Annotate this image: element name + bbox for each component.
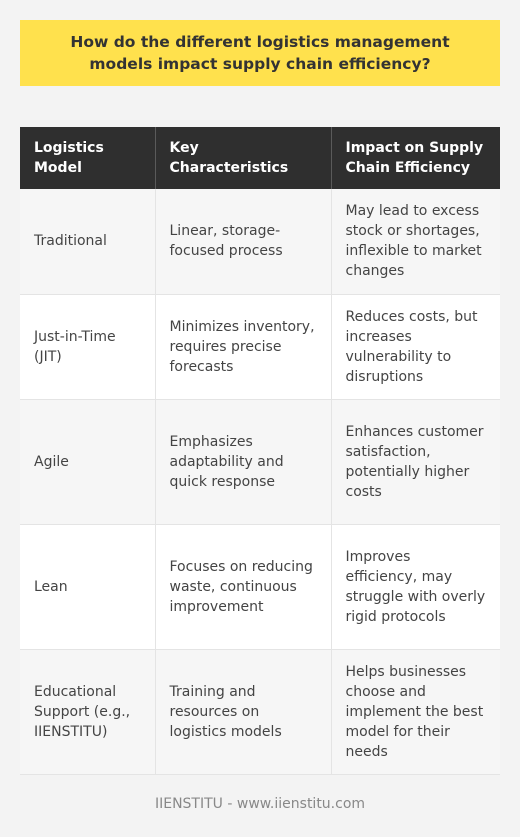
table-row: Agile Emphasizes adaptability and quick … — [20, 399, 500, 525]
header-impact: Impact on Supply Chain Efficiency — [331, 127, 500, 189]
cell-model: Just-in-Time (JIT) — [20, 294, 156, 400]
cell-characteristics: Linear, storage-focused process — [155, 189, 332, 295]
cell-characteristics: Focuses on reducing waste, continuous im… — [155, 524, 332, 650]
cell-model: Educational Support (e.g., IIENSTITU) — [20, 649, 156, 775]
cell-impact: Enhances customer satisfaction, potentia… — [331, 399, 500, 525]
question-banner: How do the different logistics managemen… — [20, 20, 500, 86]
question-text: How do the different logistics managemen… — [70, 33, 450, 73]
header-logistics-model: Logistics Model — [20, 127, 156, 189]
table-row: Traditional Linear, storage-focused proc… — [20, 189, 500, 295]
logistics-models-table: Logistics Model Key Characteristics Impa… — [20, 127, 500, 775]
cell-characteristics: Minimizes inventory, requires precise fo… — [155, 294, 332, 400]
cell-impact: Helps businesses choose and implement th… — [331, 649, 500, 775]
cell-characteristics: Emphasizes adaptability and quick respon… — [155, 399, 332, 525]
cell-model: Traditional — [20, 189, 156, 295]
cell-impact: Reduces costs, but increases vulnerabili… — [331, 294, 500, 400]
header-key-characteristics: Key Characteristics — [155, 127, 332, 189]
cell-model: Agile — [20, 399, 156, 525]
cell-impact: Improves efficiency, may struggle with o… — [331, 524, 500, 650]
table-row: Just-in-Time (JIT) Minimizes inventory, … — [20, 294, 500, 400]
cell-impact: May lead to excess stock or shortages, i… — [331, 189, 500, 295]
cell-model: Lean — [20, 524, 156, 650]
table-row: Lean Focuses on reducing waste, continuo… — [20, 524, 500, 650]
cell-characteristics: Training and resources on logistics mode… — [155, 649, 332, 775]
table-row: Educational Support (e.g., IIENSTITU) Tr… — [20, 649, 500, 775]
footer-credit: IIENSTITU - www.iienstitu.com — [154, 796, 366, 812]
table-header-row: Logistics Model Key Characteristics Impa… — [20, 127, 500, 189]
